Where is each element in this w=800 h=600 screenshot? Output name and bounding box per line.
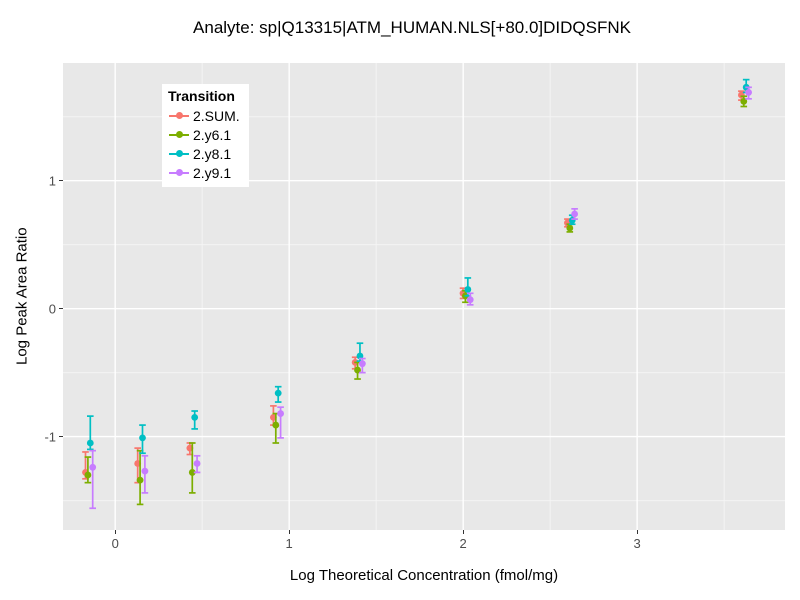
data-point bbox=[84, 471, 92, 479]
data-point bbox=[571, 210, 579, 218]
legend: Transition 2.SUM. 2.y6.1 2.y8.1 2.y9.1 bbox=[162, 84, 249, 187]
legend-key-dot bbox=[175, 112, 183, 119]
y-axis-tick bbox=[59, 308, 63, 310]
data-point bbox=[356, 352, 364, 360]
legend-items: 2.SUM. 2.y6.1 2.y8.1 2.y9.1 bbox=[168, 106, 240, 182]
legend-title: Transition bbox=[168, 88, 235, 104]
data-point bbox=[86, 439, 94, 447]
x-axis-tick bbox=[462, 530, 464, 534]
x-axis-tick bbox=[636, 530, 638, 534]
y-tick-label: 1 bbox=[48, 173, 56, 189]
y-tick-label: 0 bbox=[48, 301, 56, 317]
y-axis-tick bbox=[59, 180, 63, 182]
data-point bbox=[193, 460, 201, 467]
legend-key-dot bbox=[175, 131, 183, 138]
x-axis-title: Log Theoretical Concentration (fmol/mg) bbox=[289, 567, 559, 584]
chart-title: Analyte: sp|Q13315|ATM_HUMAN.NLS[+80.0]D… bbox=[193, 18, 631, 37]
data-point bbox=[141, 467, 149, 475]
x-tick-label: 0 bbox=[111, 536, 119, 551]
y-tick-label: -1 bbox=[44, 429, 56, 445]
data-point bbox=[277, 410, 284, 417]
data-point bbox=[464, 286, 472, 293]
data-point bbox=[272, 421, 280, 429]
legend-key-dot bbox=[175, 150, 183, 157]
legend-item: 2.y6.1 bbox=[168, 125, 240, 144]
legend-item: 2.y8.1 bbox=[168, 144, 240, 163]
x-tick-label: 2 bbox=[459, 536, 467, 551]
data-point bbox=[274, 389, 282, 397]
legend-key-pointrange-icon bbox=[168, 127, 190, 143]
y-axis-tick bbox=[59, 436, 63, 438]
legend-item-label: 2.y6.1 bbox=[193, 126, 232, 143]
data-point bbox=[740, 97, 748, 105]
legend-key-dot bbox=[175, 169, 183, 176]
legend-item: 2.SUM. bbox=[168, 106, 240, 125]
data-point bbox=[466, 296, 474, 304]
legend-item-label: 2.SUM. bbox=[193, 107, 240, 124]
x-tick-label: 3 bbox=[633, 536, 641, 551]
data-point bbox=[566, 224, 574, 232]
data-point bbox=[191, 414, 199, 421]
legend-key-pointrange-icon bbox=[168, 108, 190, 124]
legend-item: 2.y9.1 bbox=[168, 163, 240, 182]
data-point bbox=[139, 434, 146, 442]
data-point bbox=[745, 89, 752, 96]
legend-key-pointrange-icon bbox=[168, 146, 190, 162]
y-axis-title: Log Peak Area Ratio bbox=[13, 227, 31, 366]
data-point bbox=[358, 360, 366, 368]
data-point bbox=[136, 476, 144, 484]
data-point bbox=[188, 469, 196, 476]
x-axis-tick bbox=[288, 530, 290, 534]
x-tick-label: 1 bbox=[285, 536, 293, 551]
legend-key-pointrange-icon bbox=[168, 165, 190, 181]
data-point bbox=[354, 366, 361, 374]
legend-item-label: 2.y8.1 bbox=[193, 145, 232, 162]
data-point bbox=[89, 463, 97, 471]
x-axis-tick bbox=[114, 530, 116, 534]
legend-item-label: 2.y9.1 bbox=[193, 164, 232, 181]
